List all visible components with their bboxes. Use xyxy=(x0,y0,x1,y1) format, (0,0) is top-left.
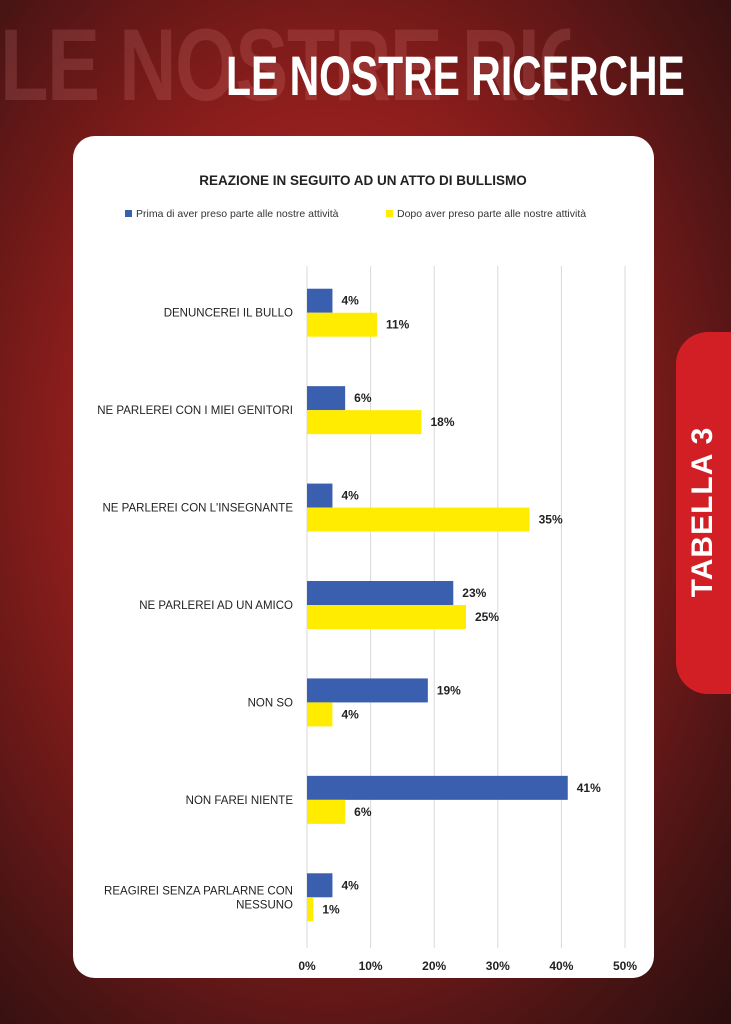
legend-swatch-2 xyxy=(386,210,393,217)
category-label: NE PARLEREI CON I MIEI GENITORI xyxy=(97,405,293,417)
category-label: NON SO xyxy=(248,697,293,709)
legend-swatch-1 xyxy=(125,210,132,217)
bar xyxy=(307,605,466,629)
category-label: NE PARLEREI CON L'INSEGNANTE xyxy=(103,503,294,515)
bar xyxy=(307,507,530,532)
chart-title: REAZIONE IN SEGUITO AD UN ATTO DI BULLIS… xyxy=(199,173,527,188)
category-label: NESSUNO xyxy=(236,899,293,911)
legend-label-1: Prima di aver preso parte alle nostre at… xyxy=(136,208,339,220)
bar xyxy=(307,799,346,824)
side-tab xyxy=(676,332,731,694)
x-tick-label: 30% xyxy=(486,959,510,973)
data-label: 1% xyxy=(322,902,340,916)
x-tick-label: 10% xyxy=(359,959,383,973)
data-label: 11% xyxy=(386,318,410,332)
x-tick-label: 20% xyxy=(422,959,446,973)
data-label: 4% xyxy=(341,489,359,503)
bar xyxy=(307,897,314,922)
data-label: 19% xyxy=(437,683,461,697)
chart-card: REAZIONE IN SEGUITO AD UN ATTO DI BULLIS… xyxy=(73,136,654,978)
x-tick-label: 50% xyxy=(613,959,637,973)
bar xyxy=(307,483,333,508)
data-label: 4% xyxy=(341,707,359,721)
category-label: DENUNCEREI IL BULLO xyxy=(164,308,293,320)
data-label: 35% xyxy=(539,513,563,527)
bar xyxy=(307,678,428,703)
data-label: 41% xyxy=(577,781,601,795)
bar xyxy=(307,386,346,411)
data-label: 4% xyxy=(341,294,359,308)
x-tick-label: 40% xyxy=(549,959,573,973)
data-label: 6% xyxy=(354,391,372,405)
bar xyxy=(307,410,422,435)
bar xyxy=(307,312,377,337)
category-label: NE PARLEREI AD UN AMICO xyxy=(139,600,293,612)
bar xyxy=(307,873,333,898)
data-label: 4% xyxy=(341,878,359,892)
background-title: LE NOSTRE RICERCHE xyxy=(0,14,570,116)
data-label: 25% xyxy=(475,610,499,624)
x-tick-label: 0% xyxy=(298,959,316,973)
data-label: 18% xyxy=(430,415,454,429)
page-title: LE NOSTRE RICERCHE xyxy=(226,44,685,107)
category-label: REAGIREI SENZA PARLARNE CON xyxy=(104,885,293,897)
bar xyxy=(307,581,454,605)
tab-label: TABELLA 3 xyxy=(686,426,719,598)
bar-chart: REAZIONE IN SEGUITO AD UN ATTO DI BULLIS… xyxy=(97,173,637,973)
category-label: NON FAREI NIENTE xyxy=(186,795,294,807)
data-label: 6% xyxy=(354,805,372,819)
bar xyxy=(307,775,568,800)
bar xyxy=(307,702,333,727)
data-label: 23% xyxy=(462,586,486,600)
legend-label-2: Dopo aver preso parte alle nostre attivi… xyxy=(397,208,586,220)
bar xyxy=(307,288,333,313)
